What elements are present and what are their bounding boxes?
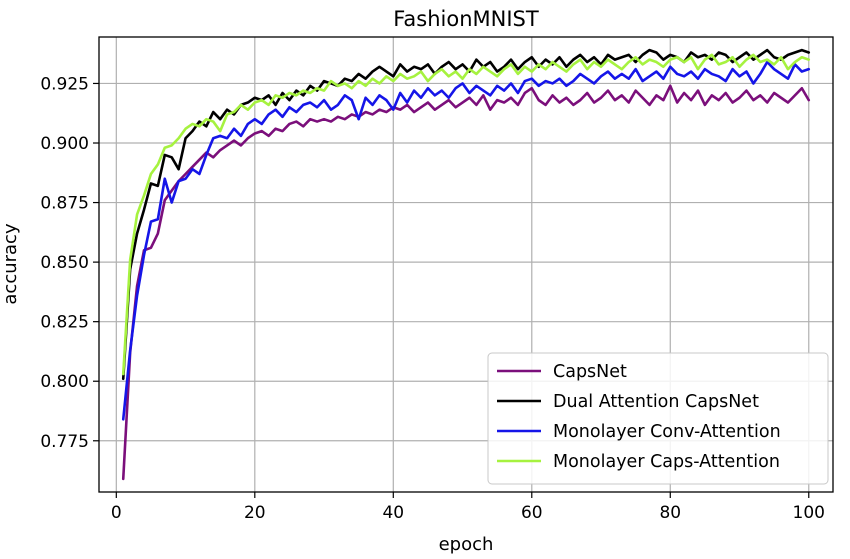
x-tick-label: 20 [244, 503, 266, 523]
y-tick-label: 0.850 [40, 253, 89, 273]
legend: CapsNet Dual Attention CapsNet Monolayer C… [487, 352, 829, 485]
legend-label-1: Dual Attention CapsNet [553, 392, 759, 412]
series-line-3 [121, 53, 811, 376]
y-tick-label: 0.900 [40, 134, 89, 154]
legend-label-0: CapsNet [553, 362, 627, 382]
y-tick-label: 0.925 [40, 74, 89, 94]
plot-frame [98, 36, 834, 493]
x-axis-ticks: 0 20 40 60 80 100 [111, 492, 825, 523]
legend-label-3: Monolayer Caps-Attention [553, 452, 780, 472]
x-axis-label: epoch [439, 534, 494, 555]
series-line-2 [121, 60, 811, 421]
legend-box [487, 352, 829, 485]
x-tick-label: 40 [382, 503, 404, 523]
x-tick-label: 0 [111, 503, 122, 523]
chart-title: FashionMNIST [393, 7, 539, 31]
series-line-0 [121, 84, 811, 481]
legend-label-2: Monolayer Conv-Attention [553, 422, 781, 442]
series-lines [121, 48, 811, 481]
grid [99, 37, 833, 492]
x-tick-label: 80 [659, 503, 681, 523]
y-tick-label: 0.775 [40, 432, 89, 452]
y-axis-ticks: 0.775 0.800 0.825 0.850 0.875 0.900 0.925 [40, 74, 99, 452]
y-tick-label: 0.825 [40, 313, 89, 333]
x-tick-label: 100 [793, 503, 825, 523]
x-tick-label: 60 [521, 503, 543, 523]
y-tick-label: 0.875 [40, 194, 89, 214]
y-tick-label: 0.800 [40, 372, 89, 392]
y-axis-label: accuracy [0, 223, 21, 305]
